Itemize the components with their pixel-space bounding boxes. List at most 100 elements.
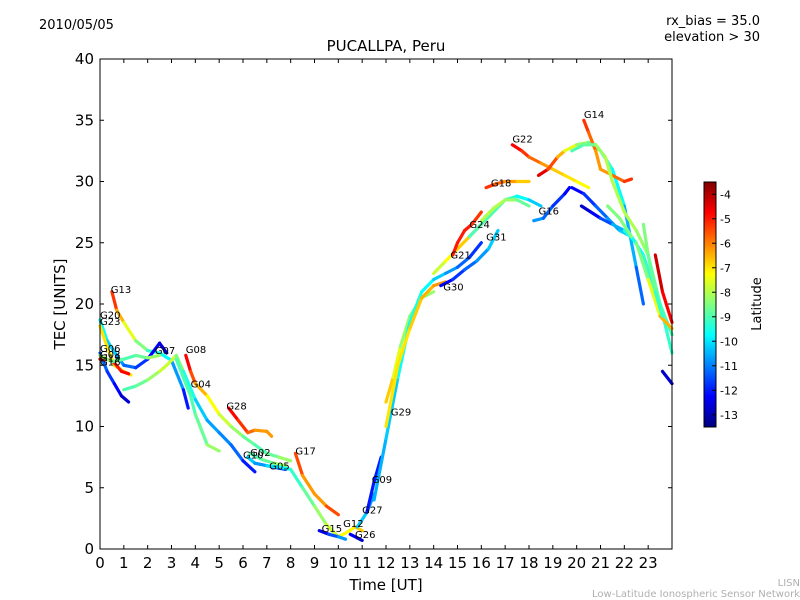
tec-segment: [527, 198, 543, 208]
tec-segment: [188, 369, 197, 386]
tec-segment: [589, 210, 603, 220]
x-tick-label: 19: [543, 554, 562, 572]
series-g15: [317, 529, 348, 541]
tec-segment: [658, 314, 674, 331]
tec-segment: [253, 443, 269, 456]
tec-segment: [134, 353, 150, 360]
satellite-label: G26: [355, 530, 375, 541]
tec-segment: [169, 358, 186, 392]
tec-segment: [119, 394, 131, 404]
y-tick-label: 0: [84, 540, 94, 558]
tec-segment: [312, 492, 329, 508]
tec-segment: [486, 228, 500, 251]
series-g32: [536, 140, 646, 306]
satellite-label: G21: [450, 251, 470, 262]
tec-segment: [236, 418, 250, 435]
tec-segment: [510, 143, 524, 153]
tec-segment: [265, 464, 281, 469]
satellite-label: G12: [343, 519, 363, 530]
satellite-label: G16: [539, 207, 559, 218]
series-g06: [98, 351, 131, 404]
tec-segment: [467, 222, 483, 239]
tec-segment: [205, 443, 221, 453]
footer: LISN Low-Latitude Ionospheric Sensor Net…: [592, 578, 800, 600]
tec-segment: [110, 290, 119, 312]
tec-segment: [300, 486, 317, 508]
tec-segment: [134, 357, 150, 370]
satellite-label: G15: [322, 524, 342, 535]
tec-segment: [646, 277, 662, 318]
tec-segment: [455, 255, 472, 269]
tec-segment: [193, 382, 209, 398]
tec-segment: [122, 320, 138, 343]
tec-segment: [653, 290, 665, 318]
tec-segment: [396, 326, 412, 367]
x-tick-label: 2: [143, 554, 153, 572]
tec-segment: [248, 451, 264, 462]
satellite-label: G05: [269, 461, 289, 472]
y-tick-label: 10: [75, 418, 94, 436]
rx-bias-label: rx_bias = 35.0: [666, 14, 760, 29]
tec-segment: [610, 222, 626, 233]
tec-segment: [289, 467, 305, 490]
satellite-label: G24: [469, 220, 489, 231]
tec-segment: [241, 459, 257, 474]
tec-segment: [617, 216, 634, 239]
x-tick-label: 21: [591, 554, 610, 572]
tec-segment: [98, 353, 114, 364]
series-g39: [606, 204, 634, 239]
tec-segment: [594, 149, 603, 171]
tec-segment: [570, 186, 586, 196]
tec-segment: [384, 375, 395, 404]
tec-segment: [653, 253, 665, 294]
x-tick-label: 20: [567, 554, 586, 572]
series-g10: [248, 451, 288, 468]
x-tick-label: 6: [238, 554, 248, 572]
tec-segment: [365, 480, 376, 514]
tec-segment: [532, 216, 545, 223]
tec-segment: [105, 369, 116, 386]
tec-segment: [205, 394, 221, 416]
satellite-label: G14: [584, 110, 604, 121]
tec-segment: [193, 412, 209, 447]
series-g24: [451, 210, 483, 257]
x-tick-label: 23: [639, 554, 658, 572]
tec-segment: [312, 504, 329, 527]
satellite-label: G13: [111, 285, 131, 296]
tec-segment: [119, 369, 131, 376]
series-g20: [98, 318, 169, 370]
series-g31: [439, 228, 500, 288]
tec-segment: [515, 198, 531, 208]
series-g37: [653, 253, 674, 324]
colorbar-tick-label: -8: [720, 286, 731, 299]
tec-segment: [575, 179, 591, 190]
tec-segment: [551, 192, 567, 208]
tec-segment: [660, 290, 674, 324]
tec-segment: [110, 357, 126, 364]
tec-segment: [277, 465, 293, 471]
tec-segment: [253, 428, 269, 433]
series-g38: [660, 369, 674, 386]
colorbar-tick-label: -5: [720, 213, 731, 226]
tec-segment: [174, 357, 186, 380]
tec-segment: [355, 536, 364, 543]
satellite-label: G18: [491, 178, 511, 189]
chart-title: PUCALLPA, Peru: [326, 37, 446, 55]
series-g36: [641, 222, 665, 318]
tec-segment: [115, 308, 126, 324]
tec-segment: [455, 228, 467, 245]
tec-segment: [598, 216, 615, 226]
x-tick-label: 16: [472, 554, 491, 572]
satellite-label: G09: [372, 475, 392, 486]
tec-segment: [439, 277, 455, 288]
tec-segment: [98, 324, 109, 349]
y-axis-label: TEC [UNITS]: [51, 259, 69, 351]
tec-segment: [474, 247, 491, 263]
x-tick-label: 15: [448, 554, 467, 572]
y-tick-label: 20: [75, 295, 94, 313]
tec-segment: [157, 341, 169, 355]
tec-segment: [112, 361, 124, 373]
tec-segment: [541, 204, 555, 220]
tec-segment: [432, 259, 448, 275]
